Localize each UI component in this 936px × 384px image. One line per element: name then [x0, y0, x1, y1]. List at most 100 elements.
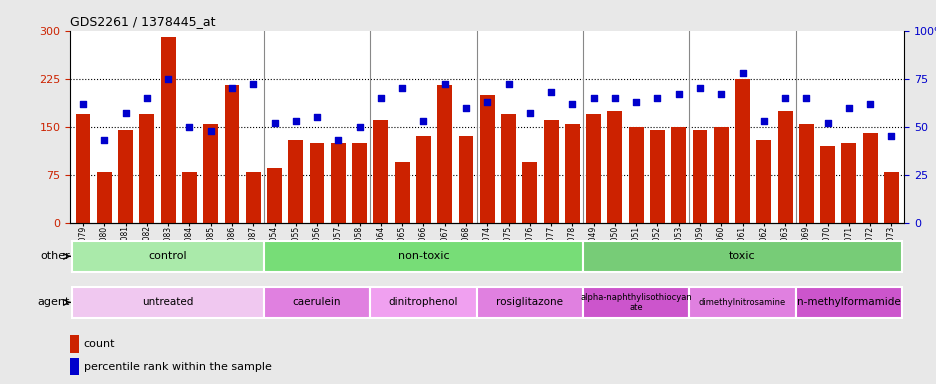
Point	[734, 70, 749, 76]
Bar	[225, 85, 239, 223]
Point	[182, 124, 197, 130]
Bar	[798, 124, 813, 223]
Bar	[564, 124, 579, 223]
Bar	[330, 143, 345, 223]
Point	[352, 124, 367, 130]
Point	[607, 95, 622, 101]
Bar	[118, 130, 133, 223]
Bar	[72, 241, 264, 271]
Text: agent: agent	[37, 297, 70, 308]
Bar	[267, 168, 282, 223]
Point	[564, 101, 579, 107]
Bar	[883, 172, 898, 223]
Point	[883, 133, 898, 139]
Point	[628, 99, 643, 105]
Bar	[713, 127, 728, 223]
Bar	[777, 111, 792, 223]
Point	[458, 104, 473, 111]
Bar	[795, 287, 901, 318]
Text: control: control	[149, 251, 187, 262]
Bar	[394, 162, 409, 223]
Point	[203, 127, 218, 134]
Text: dimethylnitrosamine: dimethylnitrosamine	[698, 298, 785, 307]
Point	[692, 85, 707, 91]
Bar	[76, 114, 91, 223]
Bar	[862, 133, 877, 223]
Text: untreated: untreated	[142, 297, 194, 308]
Text: toxic: toxic	[728, 251, 755, 262]
Point	[521, 110, 536, 116]
Point	[309, 114, 324, 120]
Point	[841, 104, 856, 111]
Point	[288, 118, 303, 124]
Point	[76, 101, 91, 107]
Bar	[437, 85, 452, 223]
Bar	[628, 127, 643, 223]
Text: non-toxic: non-toxic	[397, 251, 448, 262]
Bar	[458, 136, 473, 223]
Bar	[841, 143, 856, 223]
Point	[713, 91, 728, 97]
Point	[862, 101, 877, 107]
Text: other: other	[40, 251, 70, 262]
Point	[139, 95, 154, 101]
Bar	[692, 130, 707, 223]
Bar	[288, 139, 303, 223]
Bar	[370, 287, 476, 318]
Point	[650, 95, 665, 101]
Text: rosiglitazone: rosiglitazone	[496, 297, 563, 308]
Bar	[670, 127, 685, 223]
Point	[798, 95, 813, 101]
Point	[118, 110, 133, 116]
Bar	[352, 143, 367, 223]
Bar	[476, 287, 582, 318]
Bar	[582, 241, 901, 271]
Point	[501, 81, 516, 88]
Bar	[543, 120, 558, 223]
Point	[479, 99, 494, 105]
Bar	[309, 143, 324, 223]
Text: n-methylformamide: n-methylformamide	[797, 297, 899, 308]
Bar	[755, 139, 770, 223]
Bar	[735, 79, 749, 223]
Text: caerulein: caerulein	[292, 297, 341, 308]
Bar	[607, 111, 622, 223]
Bar	[586, 114, 600, 223]
Text: percentile rank within the sample: percentile rank within the sample	[83, 362, 271, 372]
Point	[245, 81, 260, 88]
Point	[373, 95, 388, 101]
Bar	[139, 114, 154, 223]
Point	[437, 81, 452, 88]
Text: alpha-naphthylisothiocyan
ate: alpha-naphthylisothiocyan ate	[579, 293, 692, 312]
Bar	[416, 136, 431, 223]
Bar	[479, 95, 494, 223]
Point	[755, 118, 770, 124]
Bar	[245, 172, 260, 223]
Point	[670, 91, 685, 97]
Text: count: count	[83, 339, 115, 349]
Point	[160, 76, 175, 82]
Bar	[501, 114, 516, 223]
Point	[586, 95, 601, 101]
Bar	[70, 358, 80, 375]
Point	[225, 85, 240, 91]
Point	[819, 120, 834, 126]
Bar	[264, 241, 582, 271]
Bar	[373, 120, 388, 223]
Bar	[203, 124, 218, 223]
Point	[416, 118, 431, 124]
Bar	[521, 162, 536, 223]
Bar	[689, 287, 795, 318]
Text: dinitrophenol: dinitrophenol	[388, 297, 458, 308]
Point	[330, 137, 345, 143]
Bar	[650, 130, 665, 223]
Bar	[582, 287, 689, 318]
Point	[394, 85, 409, 91]
Point	[267, 120, 282, 126]
Bar	[264, 287, 370, 318]
Point	[96, 137, 111, 143]
Bar	[182, 172, 197, 223]
Point	[777, 95, 792, 101]
Bar	[72, 287, 264, 318]
Bar	[96, 172, 111, 223]
